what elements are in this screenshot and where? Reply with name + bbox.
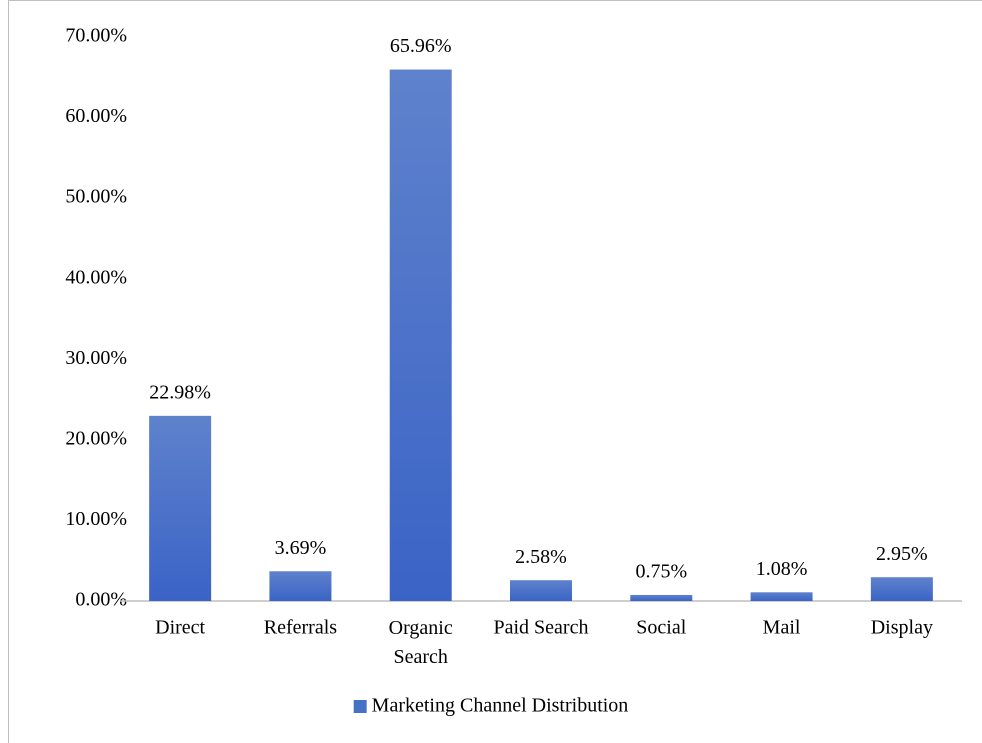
- x-tick-label: Paid Search: [494, 617, 589, 639]
- x-tick-label: Social: [636, 617, 686, 639]
- data-label: 65.96%: [390, 35, 452, 57]
- y-tick-label: 10.00%: [65, 508, 127, 530]
- bar: [269, 571, 332, 601]
- bar: [630, 594, 693, 601]
- y-tick-label: 30.00%: [65, 347, 127, 369]
- data-label: 22.98%: [149, 381, 211, 403]
- data-label: 2.95%: [876, 543, 928, 565]
- bar: [510, 580, 572, 601]
- bar: [149, 415, 212, 601]
- bar: [750, 592, 813, 601]
- x-tick-label: Direct: [155, 617, 205, 639]
- y-tick-label: 40.00%: [65, 266, 127, 288]
- data-label: 2.58%: [515, 546, 567, 568]
- y-tick-label: 20.00%: [65, 427, 127, 449]
- legend-swatch: [353, 700, 367, 713]
- bar: [870, 577, 933, 601]
- y-tick-label: 70.00%: [65, 25, 127, 47]
- bar: [389, 69, 452, 602]
- x-tick-label: Display: [871, 617, 933, 639]
- data-label: 1.08%: [756, 558, 808, 580]
- x-tick-label: Referrals: [264, 617, 338, 639]
- y-tick-label: 50.00%: [65, 186, 127, 208]
- legend-label: Marketing Channel Distribution: [372, 695, 629, 717]
- chart-frame: [8, 0, 982, 743]
- y-tick-label: 60.00%: [65, 105, 127, 127]
- y-tick-label: 0.00%: [75, 589, 127, 611]
- data-label: 3.69%: [275, 537, 327, 559]
- x-tick-label: Organic Search: [389, 617, 453, 668]
- data-label: 0.75%: [635, 561, 687, 583]
- x-tick-label: Mail: [763, 617, 801, 639]
